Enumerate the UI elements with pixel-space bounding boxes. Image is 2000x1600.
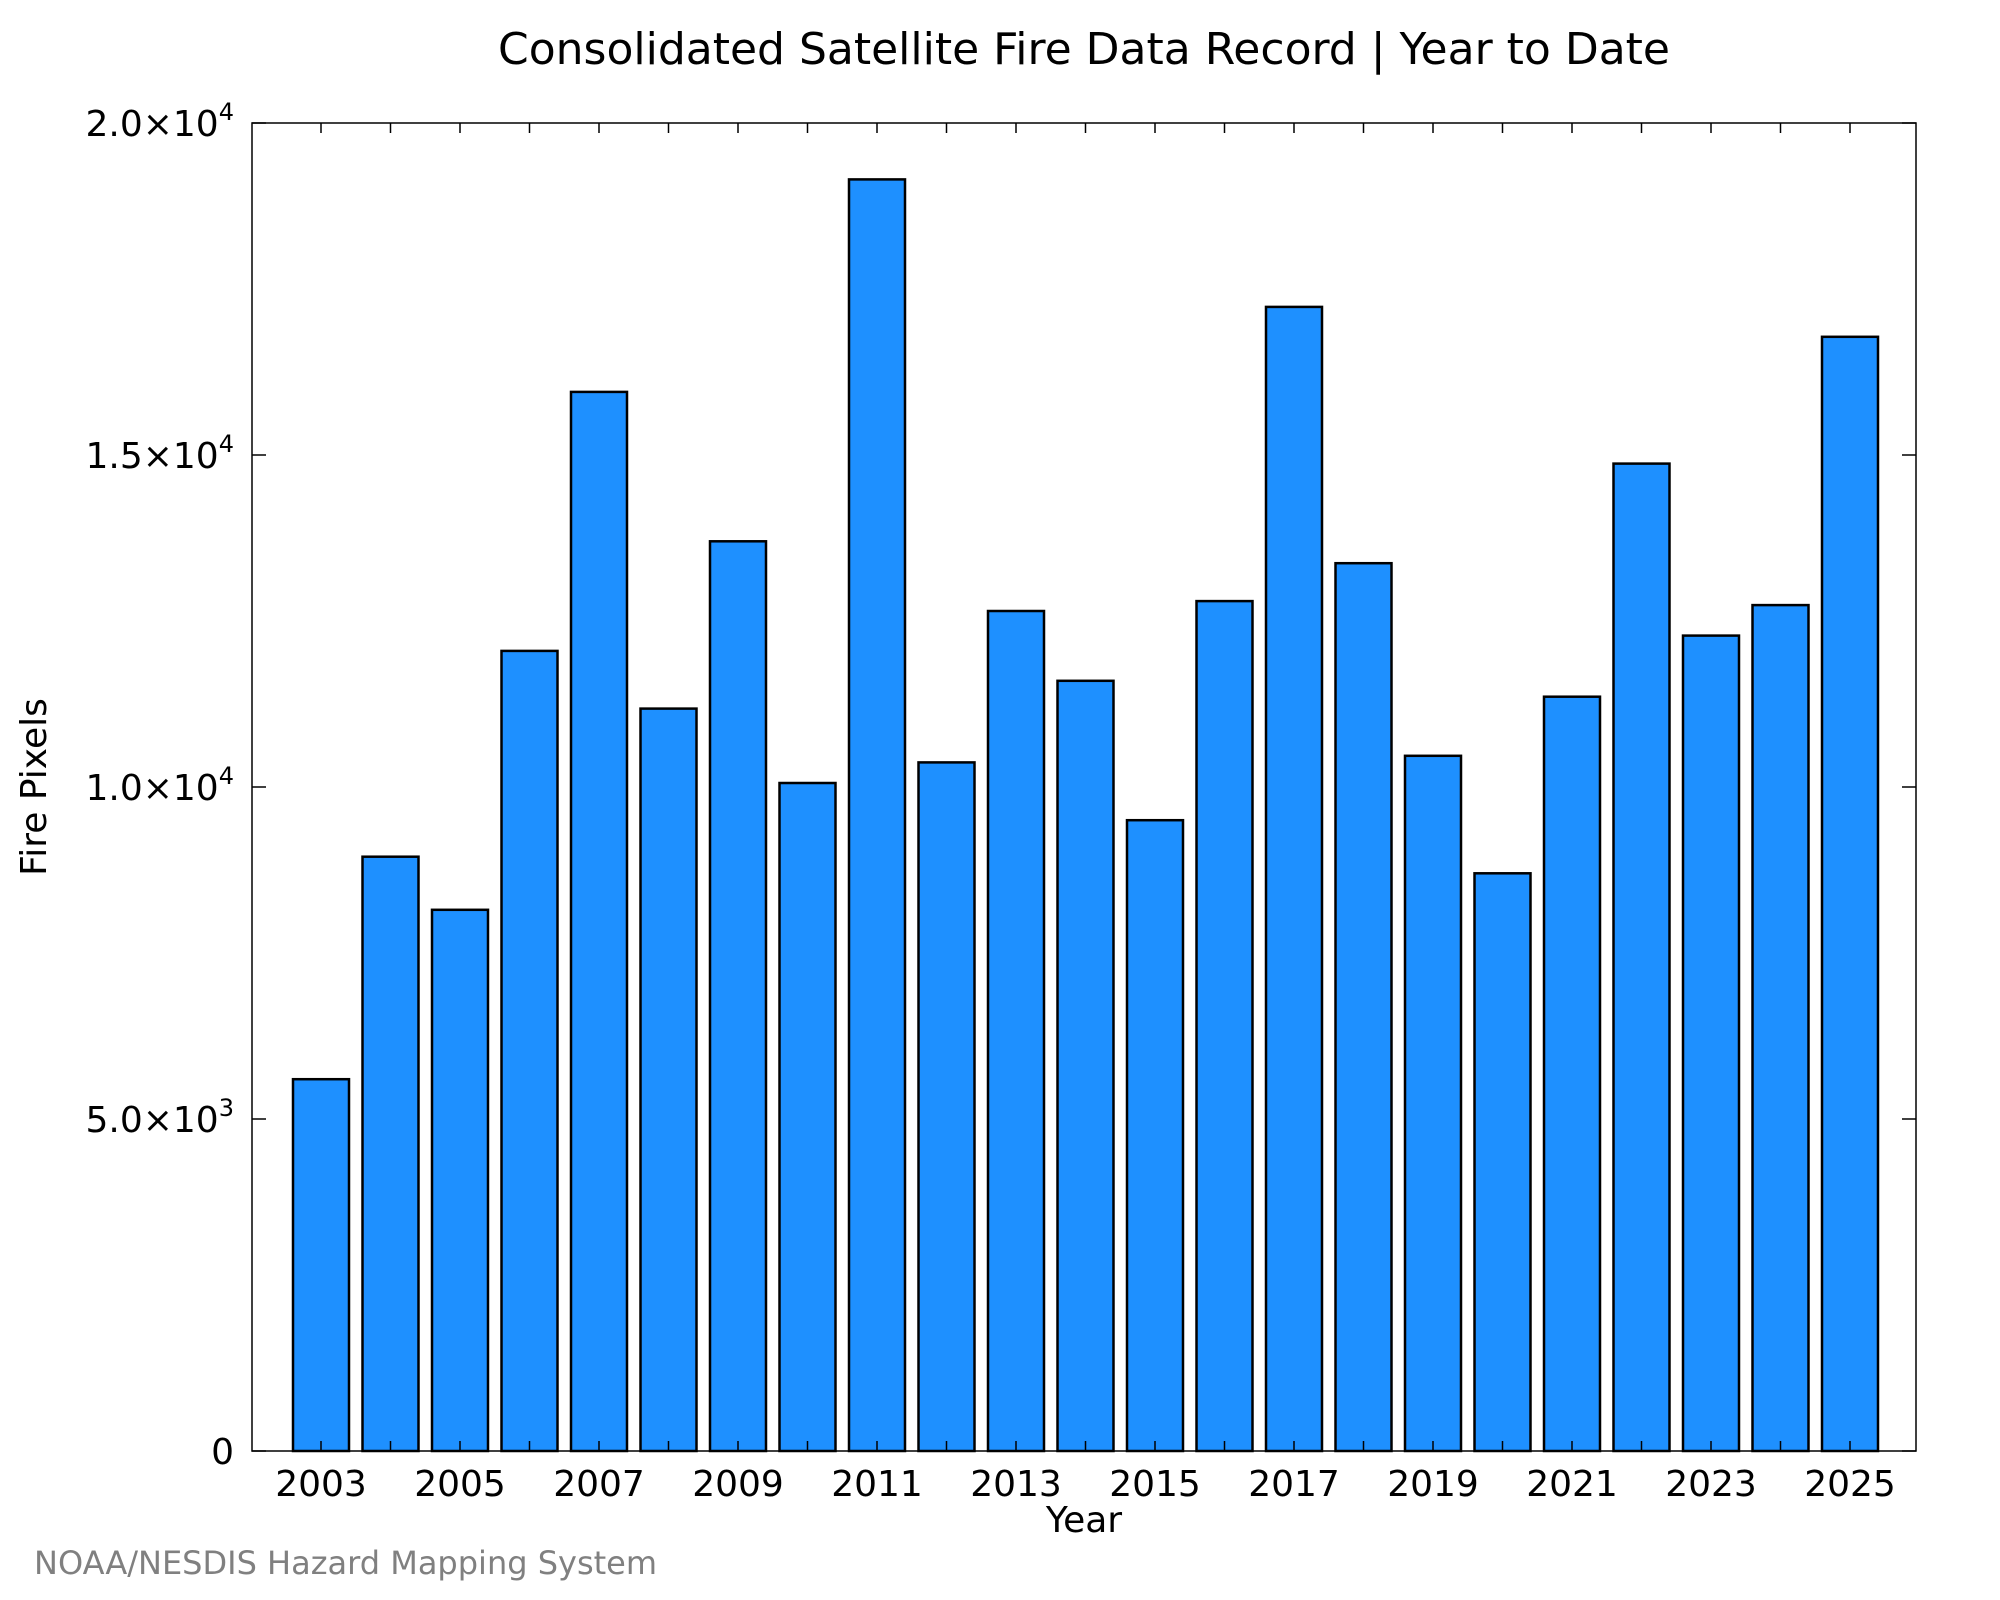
bar-2018	[1334, 561, 1393, 1453]
y-axis-label: Fire Pixels	[14, 698, 55, 876]
x-axis-label: Year	[1045, 1500, 1122, 1541]
y-tick-label: 5.0×103	[85, 1094, 234, 1141]
bar-2021	[1542, 695, 1602, 1453]
x-tick-label: 2011	[831, 1464, 923, 1505]
source-credit: NOAA/NESDIS Hazard Mapping System	[34, 1544, 657, 1582]
bar-2022	[1612, 462, 1671, 1453]
x-tick-label: 2005	[414, 1464, 506, 1505]
bar-2008	[639, 707, 698, 1453]
y-tick-label: 1.0×104	[85, 762, 234, 809]
y-tick-label: 2.0×104	[85, 98, 234, 145]
x-tick-label: 2023	[1665, 1464, 1757, 1505]
x-tick-label: 2003	[275, 1464, 367, 1505]
bar-2009	[708, 540, 768, 1453]
bar-2005	[430, 908, 490, 1453]
x-tick-label: 2025	[1804, 1464, 1896, 1505]
bar-2014	[1056, 679, 1115, 1453]
bar-2016	[1195, 599, 1254, 1453]
y-tick-label: 1.5×104	[85, 430, 234, 477]
bar-2015	[1125, 818, 1185, 1453]
bar-2019	[1403, 754, 1463, 1453]
y-tick-label: 0	[211, 1432, 234, 1473]
bar-2017	[1264, 305, 1324, 1453]
x-tick-label: 2017	[1248, 1464, 1340, 1505]
x-tick-label: 2007	[553, 1464, 645, 1505]
x-tick-label: 2013	[970, 1464, 1062, 1505]
bar-2013	[986, 609, 1046, 1453]
bar-2020	[1473, 872, 1532, 1453]
bar-2010	[778, 781, 837, 1453]
bar-2025	[1820, 335, 1880, 1453]
y-axis-ticks: 0 5.0×103 1.0×104 1.5×104 2.0×104	[85, 98, 1916, 1473]
bar-2012	[917, 761, 976, 1453]
x-tick-label: 2009	[692, 1464, 784, 1505]
chart-title: Consolidated Satellite Fire Data Record …	[498, 24, 1670, 75]
bar-2006	[500, 649, 559, 1453]
x-axis-ticks: 2003 2005 2007 2009 2011 2013 2015 2017 2019 2021…	[275, 123, 1896, 1505]
bar-2024	[1751, 603, 1810, 1453]
bar-2004	[361, 855, 420, 1453]
bar-2007	[569, 390, 629, 1453]
x-tick-label: 2019	[1387, 1464, 1479, 1505]
bar-2011	[847, 178, 907, 1453]
x-tick-label: 2021	[1526, 1464, 1618, 1505]
bar-2023	[1681, 634, 1741, 1453]
bars-group	[291, 178, 1880, 1453]
bar-2003	[291, 1077, 351, 1453]
x-tick-label: 2015	[1109, 1464, 1201, 1505]
